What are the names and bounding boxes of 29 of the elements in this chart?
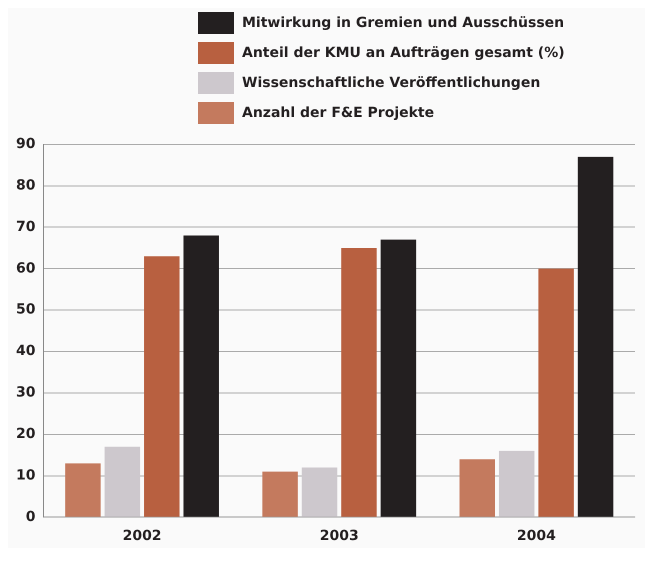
- x-tick-label: 2004: [516, 528, 556, 544]
- x-tick-label: 2003: [320, 528, 359, 544]
- x-tick-label: 2002: [122, 528, 162, 544]
- bar: [380, 240, 416, 517]
- bar: [144, 256, 180, 517]
- y-tick-label: 10: [16, 467, 36, 484]
- bar: [104, 446, 140, 517]
- legend-label: Anzahl der F&E Projekte: [242, 105, 434, 121]
- y-tick-label: 20: [16, 426, 36, 442]
- y-tick-label: 50: [16, 302, 36, 318]
- bar: [302, 467, 338, 517]
- bar: [65, 463, 101, 517]
- bar: [498, 450, 534, 517]
- bar: [578, 156, 614, 517]
- y-tick-label: 90: [16, 136, 36, 152]
- legend-label: Wissenschaftliche Veröffentlichungen: [242, 75, 540, 91]
- legend-label: Anteil der KMU an Aufträgen gesamt (%): [242, 45, 565, 61]
- bar: [183, 236, 219, 517]
- bar: [341, 248, 377, 517]
- y-tick-label: 40: [16, 343, 36, 360]
- bar: [262, 472, 298, 517]
- bar: [460, 459, 496, 517]
- legend-label: Mitwirkung in Gremien und Ausschüssen: [242, 15, 564, 31]
- bar: [538, 268, 574, 517]
- y-tick-label: 30: [16, 384, 36, 401]
- y-tick-label: 0: [26, 508, 36, 525]
- y-tick-label: 80: [16, 177, 36, 194]
- y-tick-label: 70: [16, 218, 36, 235]
- y-tick-label: 60: [16, 260, 36, 276]
